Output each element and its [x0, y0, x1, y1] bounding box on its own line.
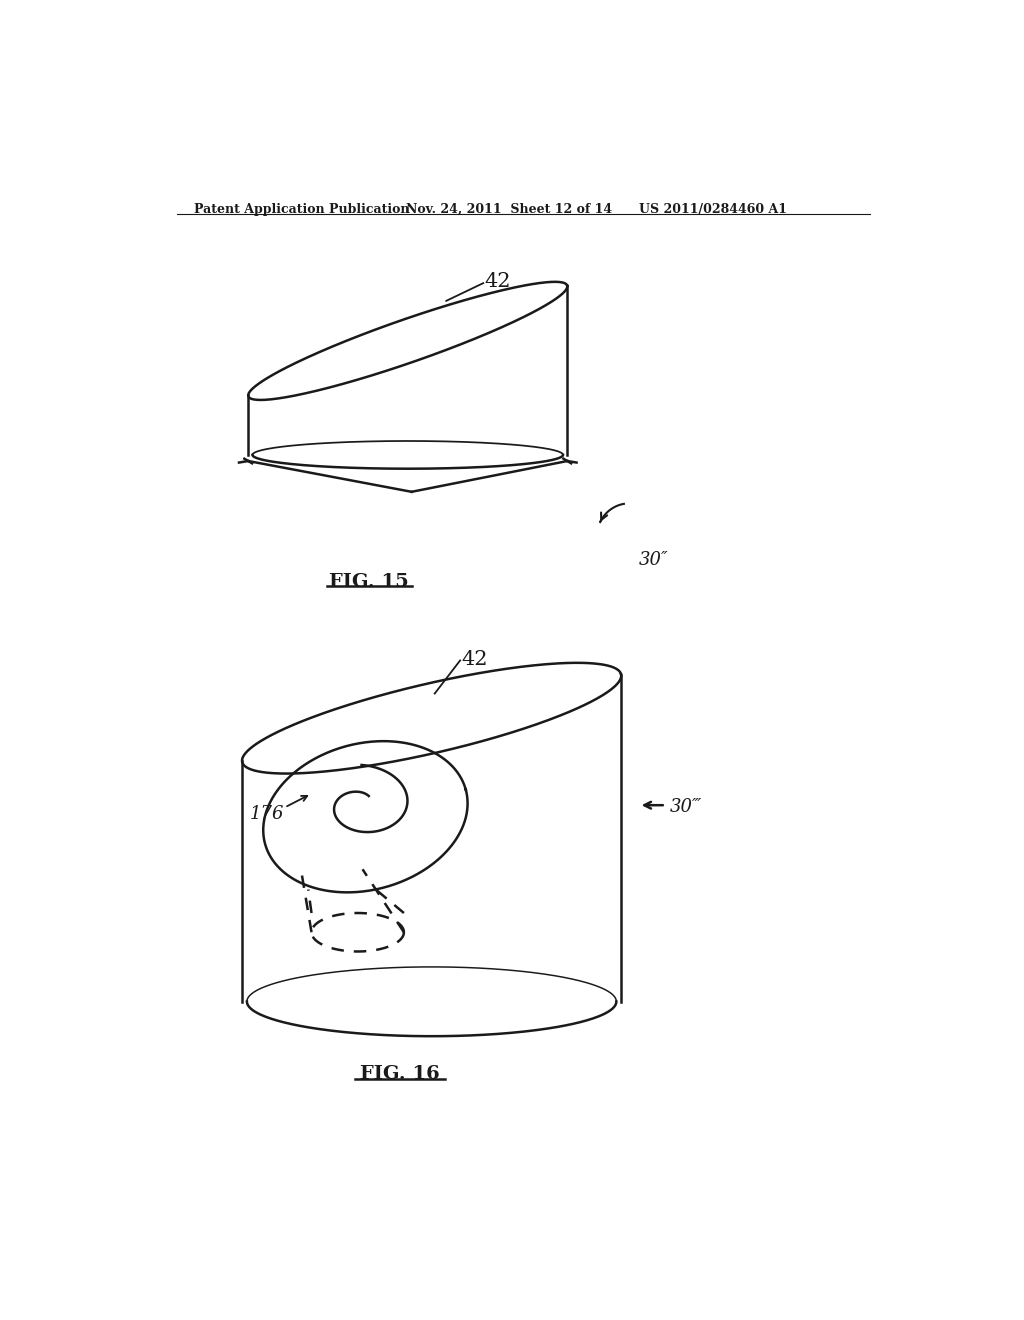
Text: FIG. 16: FIG. 16: [360, 1065, 440, 1084]
Text: Nov. 24, 2011  Sheet 12 of 14: Nov. 24, 2011 Sheet 12 of 14: [407, 203, 612, 216]
Text: FIG. 15: FIG. 15: [330, 573, 410, 590]
Text: US 2011/0284460 A1: US 2011/0284460 A1: [639, 203, 786, 216]
Text: 42: 42: [484, 272, 511, 292]
Text: 176: 176: [250, 805, 285, 824]
Text: 30″: 30″: [639, 552, 669, 569]
Text: 30‴: 30‴: [670, 797, 701, 816]
Text: Patent Application Publication: Patent Application Publication: [194, 203, 410, 216]
Text: 42: 42: [462, 649, 488, 669]
